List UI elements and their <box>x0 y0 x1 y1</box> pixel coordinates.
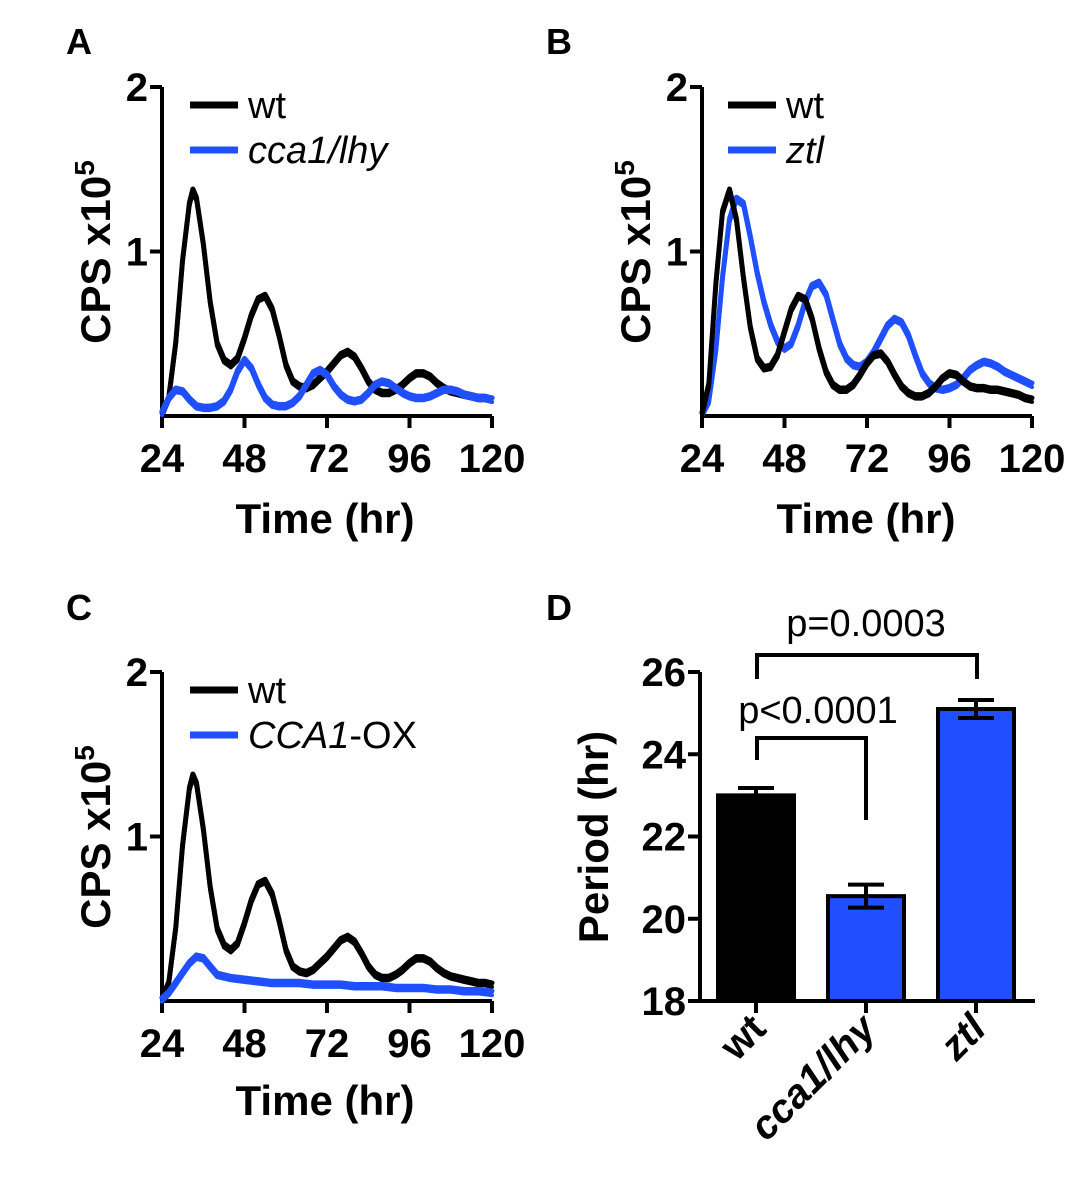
plot-area-d <box>716 697 1016 1003</box>
legend-label-c-mutant: CCA1-OX <box>248 715 417 757</box>
y-axis-title-exp-a: 5 <box>69 160 100 176</box>
ticks-a: 24 48 72 96 120 1 2 <box>126 66 526 481</box>
x-axis-title-a: Time (hr) <box>236 495 415 542</box>
panel-letter-d: D <box>546 587 572 628</box>
x-tick-label-b: 96 <box>927 437 972 481</box>
legend-label-a-mutant: cca1/lhy <box>248 130 389 172</box>
y-tick-label-d: 24 <box>642 733 687 777</box>
x-tick-label-c: 48 <box>222 1022 267 1066</box>
p-value-label: p<0.0001 <box>738 690 898 732</box>
series-line-c-cca1-ox <box>159 952 495 1001</box>
x-tick-label-group-d: wt <box>711 1006 774 1069</box>
y-axis-title-main-c: CPS x10 <box>72 761 119 929</box>
y-tick-label-d: 22 <box>642 816 687 860</box>
bar-cca1-lhy <box>826 894 906 1003</box>
series-line-b-wt-replicate <box>700 191 1034 419</box>
plot-area-b <box>699 186 1035 419</box>
series-line-b-ztl <box>699 194 1035 416</box>
x-tick-label-a: 48 <box>222 437 267 481</box>
y-axis-title-main-a: CPS x10 <box>72 176 119 344</box>
ticks-c: 24 48 72 96 120 1 2 <box>126 651 526 1066</box>
y-axis-title-a: CPS x105 <box>69 160 119 344</box>
x-tick-label-a: 96 <box>387 437 432 481</box>
x-tick-label-b: 48 <box>762 437 807 481</box>
series-line-b-wt <box>699 186 1035 416</box>
x-tick-label-b: 72 <box>845 437 890 481</box>
x-tick-label-b: 120 <box>999 437 1066 481</box>
y-tick-label-b: 1 <box>666 231 688 275</box>
bar-wt <box>716 793 796 1003</box>
series-line-c-cca1-ox-replicate <box>160 956 494 1004</box>
comparison-bracket <box>755 653 979 679</box>
y-axis-title-exp-c: 5 <box>69 745 100 761</box>
legend-label-c-mutant-italic: CCA1 <box>248 715 349 757</box>
x-tick-label-group-d: ztl <box>931 1006 995 1070</box>
legend-label-a-wt: wt <box>247 85 286 127</box>
y-axis-title-main-b: CPS x10 <box>612 176 659 344</box>
legend-label-c-mutant-rest: -OX <box>349 715 417 757</box>
y-tick-label-a: 1 <box>126 231 148 275</box>
x-tick-label-c: 24 <box>140 1022 185 1066</box>
series-line-a-cca1-lhy <box>159 355 495 414</box>
x-tick-label-a: 24 <box>140 437 185 481</box>
x-tick-label-d: ztl <box>931 1006 995 1070</box>
legend-b: wt ztl <box>728 85 826 172</box>
legend-c: wt CCA1-OX <box>190 670 417 757</box>
y-tick-label-c: 2 <box>126 651 148 695</box>
svg-text:CPS x105: CPS x105 <box>69 745 119 929</box>
plot-area-c <box>159 771 495 1004</box>
y-axis-title-b: CPS x105 <box>609 160 659 344</box>
comparison-bracket <box>755 736 868 820</box>
y-tick-label-b: 2 <box>666 66 688 110</box>
y-tick-label-d: 18 <box>642 980 687 1024</box>
y-tick-label-d: 26 <box>642 651 687 695</box>
svg-text:CPS x105: CPS x105 <box>609 160 659 344</box>
panel-b: B CPS x105 Time (hr) wt ztl 24 48 72 96 120 1… <box>546 21 1065 542</box>
x-tick-label-c: 96 <box>387 1022 432 1066</box>
x-tick-label-d: wt <box>711 1006 774 1069</box>
p-value-label: p=0.0003 <box>786 603 946 645</box>
series-line-c-wt <box>159 771 495 1001</box>
y-tick-label-d: 20 <box>642 898 687 942</box>
y-axis-title-text-d: Period (hr) <box>570 731 617 943</box>
legend-label-b-mutant: ztl <box>785 130 826 172</box>
legend-a: wt cca1/lhy <box>190 85 389 172</box>
x-tick-label-c: 120 <box>459 1022 526 1066</box>
x-axis-title-c: Time (hr) <box>236 1077 415 1124</box>
ticks-b: 24 48 72 96 120 1 2 <box>666 66 1066 481</box>
y-axis-title-exp-b: 5 <box>609 160 640 176</box>
panel-c: C CPS x105 Time (hr) wt CCA1-OX 24 48 72 96… <box>66 587 525 1124</box>
svg-text:CPS x105: CPS x105 <box>69 160 119 344</box>
bar-ztl <box>936 707 1016 1003</box>
y-tick-label-a: 2 <box>126 66 148 110</box>
x-tick-label-b: 24 <box>680 437 725 481</box>
x-axis-title-b: Time (hr) <box>777 495 956 542</box>
y-axis-title-d: Period (hr) <box>570 731 617 943</box>
x-tick-label-a: 120 <box>459 437 526 481</box>
y-tick-label-c: 1 <box>126 816 148 860</box>
x-tick-label-a: 72 <box>305 437 350 481</box>
plot-area-a <box>159 186 495 419</box>
panel-letter-b: B <box>546 21 572 62</box>
y-axis-title-c: CPS x105 <box>69 745 119 929</box>
panel-a: A CPS x105 Time (hr) wt cca1/lhy 24 48 72 9… <box>66 21 525 542</box>
legend-label-c-wt: wt <box>247 670 286 712</box>
x-tick-label-c: 72 <box>305 1022 350 1066</box>
legend-label-b-wt: wt <box>785 85 824 127</box>
panel-letter-a: A <box>66 21 92 62</box>
panel-letter-c: C <box>66 587 92 628</box>
comparisons-d: p<0.0001 p=0.0003 <box>738 603 979 820</box>
